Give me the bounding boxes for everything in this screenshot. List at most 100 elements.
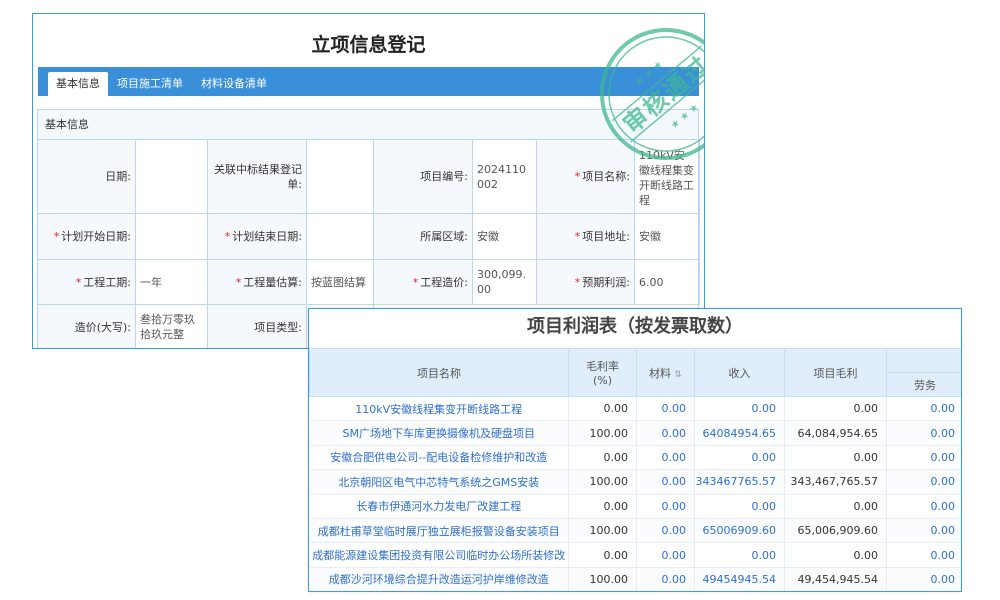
- field-label: * 计划结束日期:: [208, 214, 307, 260]
- table-row: SM广场地下车库更换摄像机及硬盘项目 100.00 0.00 64084954.65 6…: [309, 420, 961, 446]
- field-label: * 项目地址:: [537, 214, 635, 260]
- material-amount[interactable]: 0.00: [636, 518, 695, 544]
- field-value[interactable]: [136, 214, 208, 260]
- table-row: 110kV安徽线程集变开断线路工程 0.00 0.00 0.00 0.00 0.00: [309, 396, 961, 422]
- field-label: 造价(大写):: [38, 305, 136, 348]
- header-material-label: 材料: [648, 366, 671, 380]
- income-amount[interactable]: 0.00: [694, 396, 785, 422]
- income-amount[interactable]: 0.00: [694, 445, 785, 471]
- required-icon: *: [574, 230, 581, 243]
- material-amount[interactable]: 0.00: [636, 420, 695, 446]
- field-label: 关联中标结果登记单:: [208, 140, 307, 214]
- labor-amount[interactable]: 0.00: [886, 518, 961, 544]
- margin-rate: 100.00: [568, 469, 637, 495]
- margin-rate: 100.00: [568, 518, 637, 544]
- material-amount[interactable]: 0.00: [636, 469, 695, 495]
- material-amount[interactable]: 0.00: [636, 445, 695, 471]
- field-value[interactable]: 安徽: [473, 214, 537, 260]
- field-value[interactable]: 2024110002: [473, 140, 537, 214]
- income-amount[interactable]: 0.00: [694, 494, 785, 519]
- field-value[interactable]: [307, 140, 374, 214]
- header-labor: 劳务: [886, 372, 961, 397]
- field-value[interactable]: 6.00: [635, 260, 700, 305]
- project-name-link[interactable]: 北京朝阳区电气中芯特气系统之GMS安装: [309, 469, 569, 495]
- field-value[interactable]: 300,099.00: [473, 260, 537, 305]
- margin-rate: 0.00: [568, 542, 637, 568]
- required-icon: *: [53, 230, 60, 243]
- header-gross-profit: 项目毛利: [784, 348, 887, 397]
- project-name-link[interactable]: SM广场地下车库更换摄像机及硬盘项目: [309, 420, 569, 446]
- field-label-text: 工程造价:: [420, 275, 468, 289]
- labor-amount[interactable]: 0.00: [886, 420, 961, 446]
- gross-profit: 0.00: [784, 396, 887, 422]
- income-amount[interactable]: 65006909.60: [694, 518, 785, 544]
- field-label-text: 计划开始日期:: [61, 230, 131, 243]
- field-label: * 项目名称:: [537, 140, 635, 214]
- field-label: * 预期利润:: [537, 260, 635, 305]
- field-label-text: 关联中标结果登记单:: [214, 162, 302, 191]
- table-row: 成都能源建设集团投资有限公司临时办公场所装修改 0.00 0.00 0.00 0.00 0…: [309, 542, 961, 568]
- field-label-text: 项目编号:: [420, 170, 468, 183]
- labor-amount[interactable]: 0.00: [886, 445, 961, 471]
- project-name-link[interactable]: 长春市伊通河水力发电厂改建工程: [309, 494, 569, 519]
- field-label: 所属区域:: [374, 214, 473, 260]
- gross-profit: 65,006,909.60: [784, 518, 887, 544]
- material-amount[interactable]: 0.00: [636, 567, 695, 591]
- profit-table-window: 项目利润表（按发票取数） 项目名称 毛利率(%) 材料 ⇅ 收入 项目毛利 劳务…: [308, 308, 962, 592]
- tab-bar: 基本信息 项目施工清单 材料设备清单: [38, 67, 699, 96]
- basic-info-panel: 基本信息 日期: 关联中标结果登记单: 项目编号: 2024110002 * 项目名称: 1…: [37, 109, 700, 348]
- material-amount[interactable]: 0.00: [636, 396, 695, 422]
- field-label: * 工程工期:: [38, 260, 136, 305]
- income-amount[interactable]: 343467765.57: [694, 469, 785, 495]
- field-label-text: 工程工期:: [83, 275, 131, 289]
- labor-amount[interactable]: 0.00: [886, 567, 961, 591]
- field-label-text: 所属区域:: [420, 230, 468, 243]
- project-name-link[interactable]: 成都杜甫草堂临时展厅独立展柜报警设备安装项目: [309, 518, 569, 544]
- field-label: 项目编号:: [374, 140, 473, 214]
- field-label-text: 计划结束日期:: [232, 230, 302, 243]
- field-value[interactable]: [307, 214, 374, 260]
- profit-table-title: 项目利润表（按发票取数）: [527, 316, 743, 337]
- field-label-text: 日期:: [105, 170, 131, 183]
- material-amount[interactable]: 0.00: [636, 542, 695, 568]
- income-amount[interactable]: 64084954.65: [694, 420, 785, 446]
- income-amount[interactable]: 49454945.54: [694, 567, 785, 591]
- table-row: 安徽合肥供电公司--配电设备检修维护和改造 0.00 0.00 0.00 0.00 0.0…: [309, 445, 961, 471]
- project-name-link[interactable]: 成都能源建设集团投资有限公司临时办公场所装修改: [309, 542, 569, 568]
- labor-amount[interactable]: 0.00: [886, 542, 961, 568]
- gross-profit: 49,454,945.54: [784, 567, 887, 591]
- margin-rate: 0.00: [568, 445, 637, 471]
- field-label-text: 项目地址:: [582, 230, 630, 243]
- required-icon: *: [235, 275, 242, 289]
- project-name-link[interactable]: 110kV安徽线程集变开断线路工程: [309, 396, 569, 422]
- field-value[interactable]: 安徽: [635, 214, 700, 260]
- header-material[interactable]: 材料 ⇅: [636, 348, 695, 397]
- labor-amount[interactable]: 0.00: [886, 494, 961, 519]
- header-group: [886, 348, 961, 373]
- tab-material-list[interactable]: 材料设备清单: [201, 77, 267, 90]
- gross-profit: 64,084,954.65: [784, 420, 887, 446]
- project-registration-window: 立项信息登记 基本信息 项目施工清单 材料设备清单 基本信息 日期: 关联中标结果…: [32, 13, 705, 349]
- project-name-link[interactable]: 安徽合肥供电公司--配电设备检修维护和改造: [309, 445, 569, 471]
- field-label: * 计划开始日期:: [38, 214, 136, 260]
- field-label-text: 项目名称:: [582, 170, 630, 183]
- field-value[interactable]: 叁拾万零玖拾玖元整: [136, 305, 208, 348]
- field-value[interactable]: 110kV安徽线程集变开断线路工程: [635, 140, 700, 214]
- field-value[interactable]: [136, 140, 208, 214]
- gross-profit: 0.00: [784, 542, 887, 568]
- field-value[interactable]: 按蓝图结算: [307, 260, 374, 305]
- profit-table: 项目名称 毛利率(%) 材料 ⇅ 收入 项目毛利 劳务 110kV安徽线程集变开…: [309, 348, 961, 591]
- income-amount[interactable]: 0.00: [694, 542, 785, 568]
- project-name-link[interactable]: 成都沙河环境综合提升改造运河护岸维修改造: [309, 567, 569, 591]
- field-value[interactable]: 一年: [136, 260, 208, 305]
- tab-basic-info[interactable]: 基本信息: [48, 72, 108, 96]
- tab-construction-list[interactable]: 项目施工清单: [117, 77, 183, 90]
- sort-icon[interactable]: ⇅: [674, 369, 683, 380]
- labor-amount[interactable]: 0.00: [886, 396, 961, 422]
- labor-amount[interactable]: 0.00: [886, 469, 961, 495]
- header-project-name: 项目名称: [309, 348, 569, 397]
- margin-rate: 0.00: [568, 494, 637, 519]
- field-label-text: 工程量估算:: [243, 275, 302, 289]
- material-amount[interactable]: 0.00: [636, 494, 695, 519]
- required-icon: *: [224, 230, 231, 243]
